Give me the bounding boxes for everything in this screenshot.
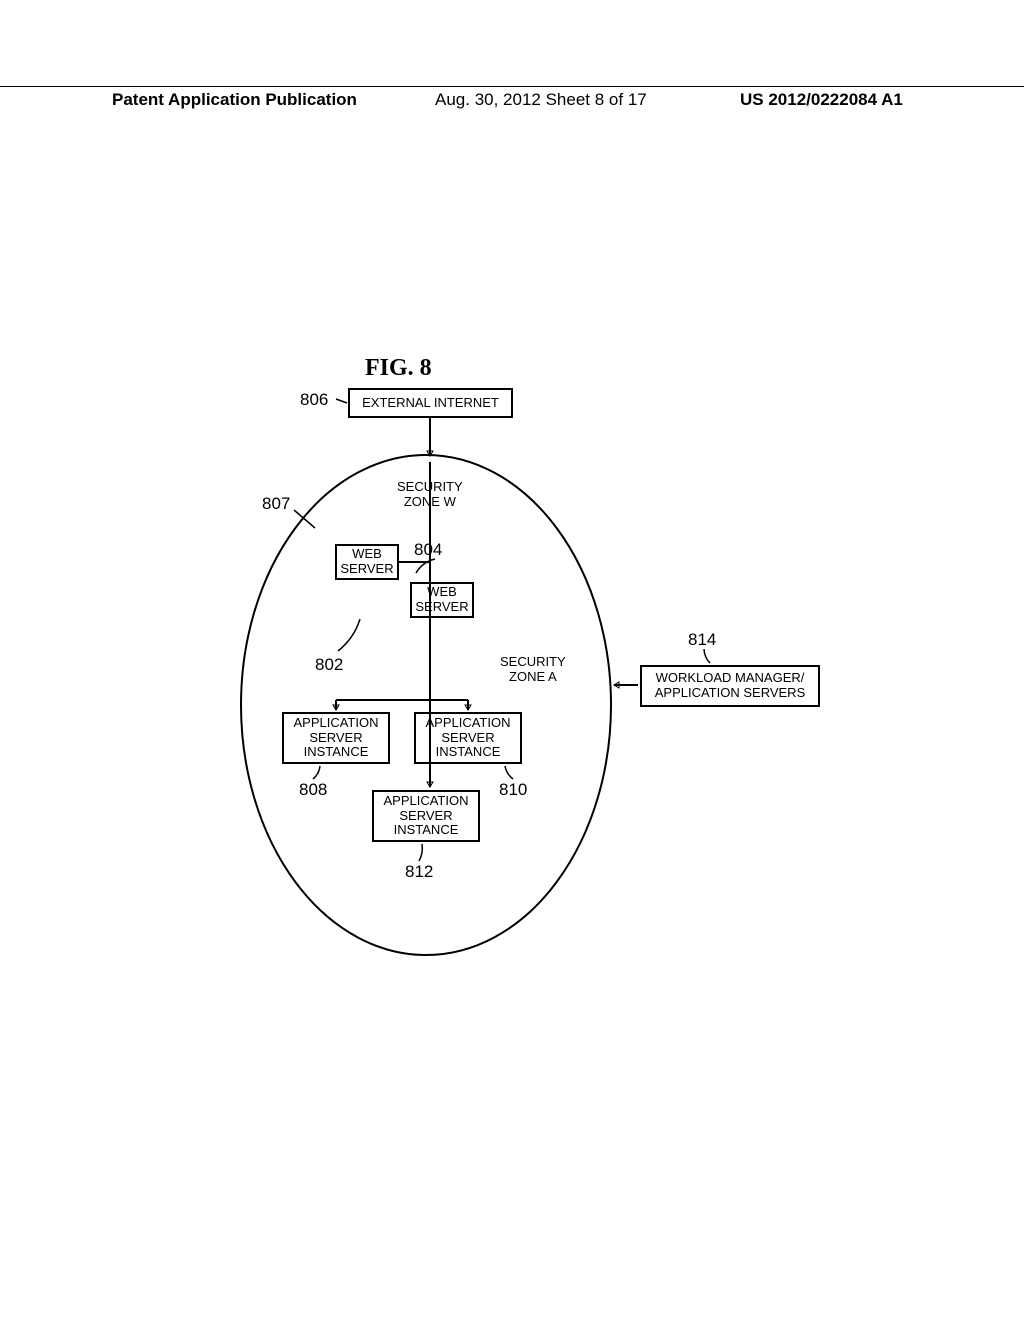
app-server-3-label: APPLICATIONSERVERINSTANCE (383, 794, 468, 839)
web-server-1-label: WEBSERVER (340, 547, 393, 577)
ref-807: 807 (262, 494, 290, 514)
header-rule (0, 86, 1024, 87)
web-server-2-label: WEBSERVER (415, 585, 468, 615)
workload-manager-label: WORKLOAD MANAGER/APPLICATION SERVERS (655, 671, 806, 701)
web-server-1-box: WEBSERVER (335, 544, 399, 580)
header-left: Patent Application Publication (112, 90, 357, 110)
external-internet-label: EXTERNAL INTERNET (362, 396, 499, 411)
external-internet-box: EXTERNAL INTERNET (348, 388, 513, 418)
ref-812: 812 (405, 862, 433, 882)
header-right: US 2012/0222084 A1 (740, 90, 903, 110)
figure-title: FIG. 8 (365, 355, 432, 382)
ref-806: 806 (300, 390, 328, 410)
security-zone-w-label: SECURITYZONE W (397, 480, 463, 510)
app-server-1-label: APPLICATIONSERVERINSTANCE (293, 716, 378, 761)
ref-808: 808 (299, 780, 327, 800)
web-server-2-box: WEBSERVER (410, 582, 474, 618)
app-server-3-box: APPLICATIONSERVERINSTANCE (372, 790, 480, 842)
app-server-1-box: APPLICATIONSERVERINSTANCE (282, 712, 390, 764)
app-server-2-box: APPLICATIONSERVERINSTANCE (414, 712, 522, 764)
ref-804: 804 (414, 540, 442, 560)
security-zone-a-label: SECURITYZONE A (500, 655, 566, 685)
workload-manager-box: WORKLOAD MANAGER/APPLICATION SERVERS (640, 665, 820, 707)
ref-810: 810 (499, 780, 527, 800)
app-server-2-label: APPLICATIONSERVERINSTANCE (425, 716, 510, 761)
header-center: Aug. 30, 2012 Sheet 8 of 17 (435, 90, 647, 110)
ref-814: 814 (688, 630, 716, 650)
ref-802: 802 (315, 655, 343, 675)
